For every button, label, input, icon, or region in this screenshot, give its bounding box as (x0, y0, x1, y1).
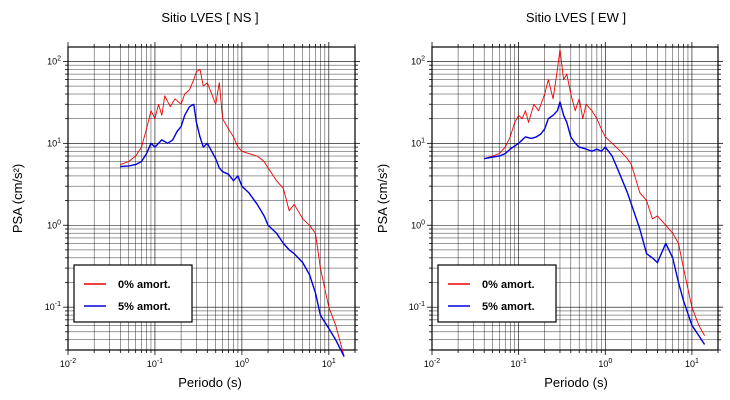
legend-box (73, 264, 193, 323)
x-tick-label: 100 (235, 358, 249, 369)
chart-title: Sitio LVES [ EW ] (526, 10, 626, 25)
x-axis-label: Periodo (s) (544, 375, 608, 390)
legend-label-undamped: 0% amort. (118, 279, 171, 291)
y-tick-label: 101 (47, 137, 61, 148)
y-tick-label: 100 (47, 219, 61, 230)
legend-box (437, 264, 557, 323)
series-line-undamped (120, 68, 345, 357)
chart-title: Sitio LVES [ NS ] (161, 10, 258, 25)
y-tick-label: 10-1 (45, 301, 61, 312)
x-tick-label: 101 (685, 358, 699, 369)
series-line-undamped (484, 49, 705, 336)
y-tick-label: 102 (47, 55, 61, 66)
y-tick-label: 101 (411, 137, 425, 148)
plot-frame (67, 46, 356, 351)
series-line-damped (120, 103, 345, 357)
legend-label-undamped: 0% amort. (482, 279, 535, 291)
x-tick-label: 10-2 (424, 358, 440, 369)
y-tick-label: 10-1 (409, 301, 425, 312)
series-line-damped (484, 101, 706, 345)
x-axis-label: Periodo (s) (178, 375, 242, 390)
y-tick-label: 102 (411, 55, 425, 66)
y-tick-label: 100 (411, 219, 425, 230)
x-tick-label: 10-2 (60, 358, 76, 369)
grid (67, 47, 356, 351)
y-axis-label: PSA (cm/s²) (375, 164, 390, 233)
x-tick-label: 10-1 (511, 358, 527, 369)
legend: 0% amort. 5% amort. (73, 264, 193, 323)
y-axis-label: PSA (cm/s²) (10, 164, 25, 233)
legend: 0% amort. 5% amort. (437, 264, 557, 323)
legend-label-damped: 5% amort. (118, 301, 171, 313)
legend-label-damped: 5% amort. (482, 301, 535, 313)
chart-panel-ns: 10-2 10-1 100 101 10-1 100 101 102 Sitio LVES [ … (10, 10, 360, 390)
x-tick-label: 100 (598, 358, 612, 369)
x-tick-label: 101 (322, 358, 336, 369)
chart-panel-ew: 10-2 10-1 100 101 10-1 100 101 102 Sitio LVES [ … (375, 10, 723, 390)
x-tick-label: 10-1 (147, 358, 163, 369)
plot-frame (431, 46, 719, 351)
